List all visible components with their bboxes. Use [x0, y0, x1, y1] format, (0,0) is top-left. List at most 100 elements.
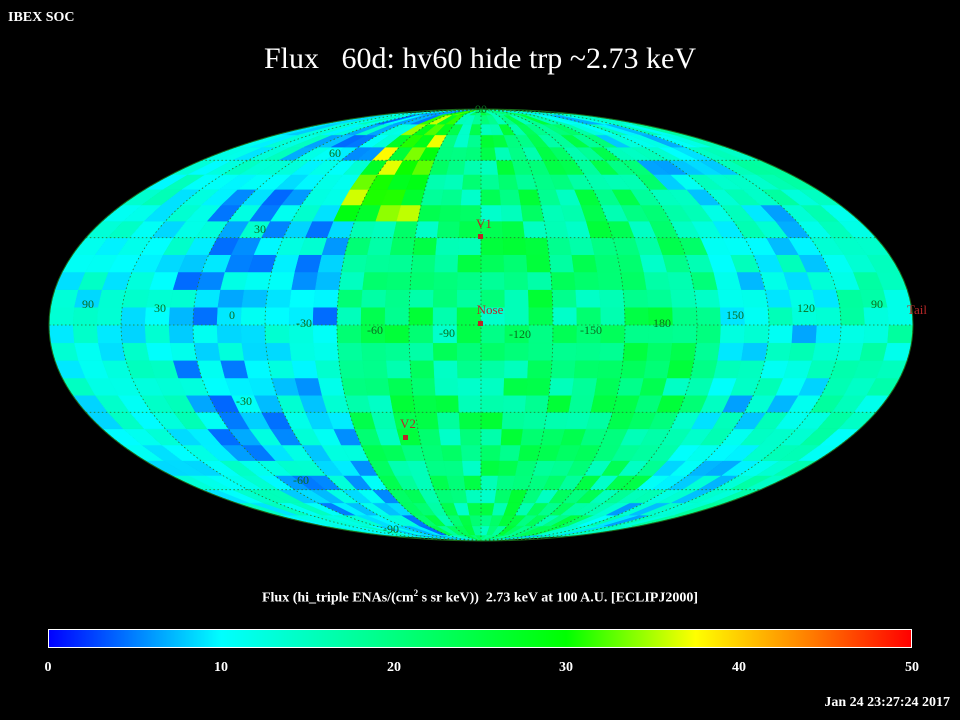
graticule-meridian — [336, 109, 482, 541]
flux-cell — [717, 342, 745, 361]
flux-cell — [717, 289, 745, 308]
org-label: IBEX SOC — [8, 10, 75, 25]
flux-cell — [568, 237, 595, 255]
flux-cell — [550, 271, 576, 290]
flux-cell — [389, 237, 416, 255]
flux-cell — [446, 475, 466, 490]
flux-cell — [480, 189, 502, 206]
flux-cell — [502, 237, 527, 255]
flux-cell — [594, 377, 621, 396]
flux-cell — [120, 306, 147, 326]
flux-cell — [573, 360, 600, 379]
flux-cell — [435, 395, 460, 413]
flux-cell — [520, 204, 545, 222]
flux-cell — [528, 342, 554, 361]
flux-cell — [839, 324, 866, 344]
flux-cell — [72, 324, 99, 344]
flux-cell — [522, 412, 548, 430]
flux-cell — [417, 428, 442, 446]
flux-cell — [839, 306, 866, 326]
flux-cell — [169, 289, 198, 308]
flux-cell — [312, 324, 338, 344]
flux-cell — [291, 271, 319, 290]
flux-cell — [835, 289, 865, 308]
meridian-label: 90 — [871, 297, 883, 311]
flux-cell — [456, 324, 482, 344]
flux-cell — [497, 460, 519, 476]
flux-cell — [408, 306, 434, 326]
flux-cell — [480, 324, 506, 344]
flux-cell — [620, 271, 647, 290]
meridian-label: 30 — [154, 301, 166, 315]
flux-cell — [432, 289, 458, 308]
flux-cell — [812, 289, 841, 308]
flux-cell — [385, 289, 411, 308]
flux-cell — [192, 306, 219, 326]
flux-cell — [594, 254, 621, 273]
flux-cell — [528, 306, 554, 326]
flux-cell — [713, 360, 742, 379]
flux-cell — [50, 289, 79, 308]
flux-cell — [480, 160, 499, 175]
meridian-label: -120 — [509, 327, 531, 341]
flux-cell — [463, 160, 482, 175]
flux-cell — [767, 324, 794, 344]
flux-cell — [791, 324, 818, 344]
flux-cell — [387, 377, 414, 396]
flux-cell — [121, 342, 150, 361]
flux-cell — [480, 428, 503, 446]
parallel-label: 30 — [254, 222, 266, 236]
flux-cell — [480, 146, 497, 161]
flux-cell — [364, 377, 391, 396]
flux-cell — [713, 271, 742, 290]
flux-cell — [835, 342, 865, 361]
flux-cell — [243, 360, 272, 379]
flux-cell — [217, 289, 245, 308]
flux-cell — [719, 324, 746, 344]
flux-cell — [341, 377, 368, 396]
flux-cell — [599, 289, 625, 308]
graticule-meridian — [480, 109, 554, 541]
flux-cell — [121, 289, 150, 308]
flux-cells — [49, 109, 913, 541]
flux-cell — [386, 271, 412, 290]
flux-cell — [408, 342, 434, 361]
flux-cell — [696, 324, 722, 344]
flux-cell — [480, 360, 505, 379]
v2-label: V2 — [400, 416, 416, 431]
flux-cell — [815, 306, 842, 326]
flux-cell — [370, 412, 398, 430]
flux-cell — [504, 306, 530, 326]
meridian-label: 90 — [82, 297, 94, 311]
flux-cell — [458, 412, 482, 430]
flux-cell — [883, 342, 912, 361]
meridian-label: -150 — [580, 323, 602, 337]
flux-cell — [552, 324, 578, 344]
flux-cell — [552, 306, 578, 326]
flux-cell — [551, 289, 577, 308]
colorbar-tick: 10 — [214, 660, 228, 675]
flux-cell — [616, 377, 645, 396]
flux-cell — [432, 306, 458, 326]
flux-cell — [467, 134, 482, 148]
flux-cell — [522, 220, 548, 238]
flux-cell — [463, 475, 482, 490]
flux-cell — [480, 237, 504, 255]
flux-cell — [501, 412, 526, 430]
flux-cell — [414, 412, 440, 430]
flux-cell — [392, 220, 419, 238]
flux-cell — [502, 395, 527, 413]
meridian-label: -30 — [296, 316, 312, 330]
flux-cell — [193, 342, 221, 361]
map-outline — [48, 108, 914, 542]
flux-cell — [812, 342, 841, 361]
flux-cell — [528, 324, 554, 344]
graticule-meridian — [120, 109, 482, 541]
flux-cell — [600, 306, 626, 326]
flux-cell — [480, 489, 497, 504]
flux-cell — [74, 342, 103, 361]
flux-cell — [241, 342, 269, 361]
meridian-label: 0 — [229, 308, 235, 322]
flux-cell — [361, 342, 387, 361]
flux-cell — [503, 377, 528, 396]
